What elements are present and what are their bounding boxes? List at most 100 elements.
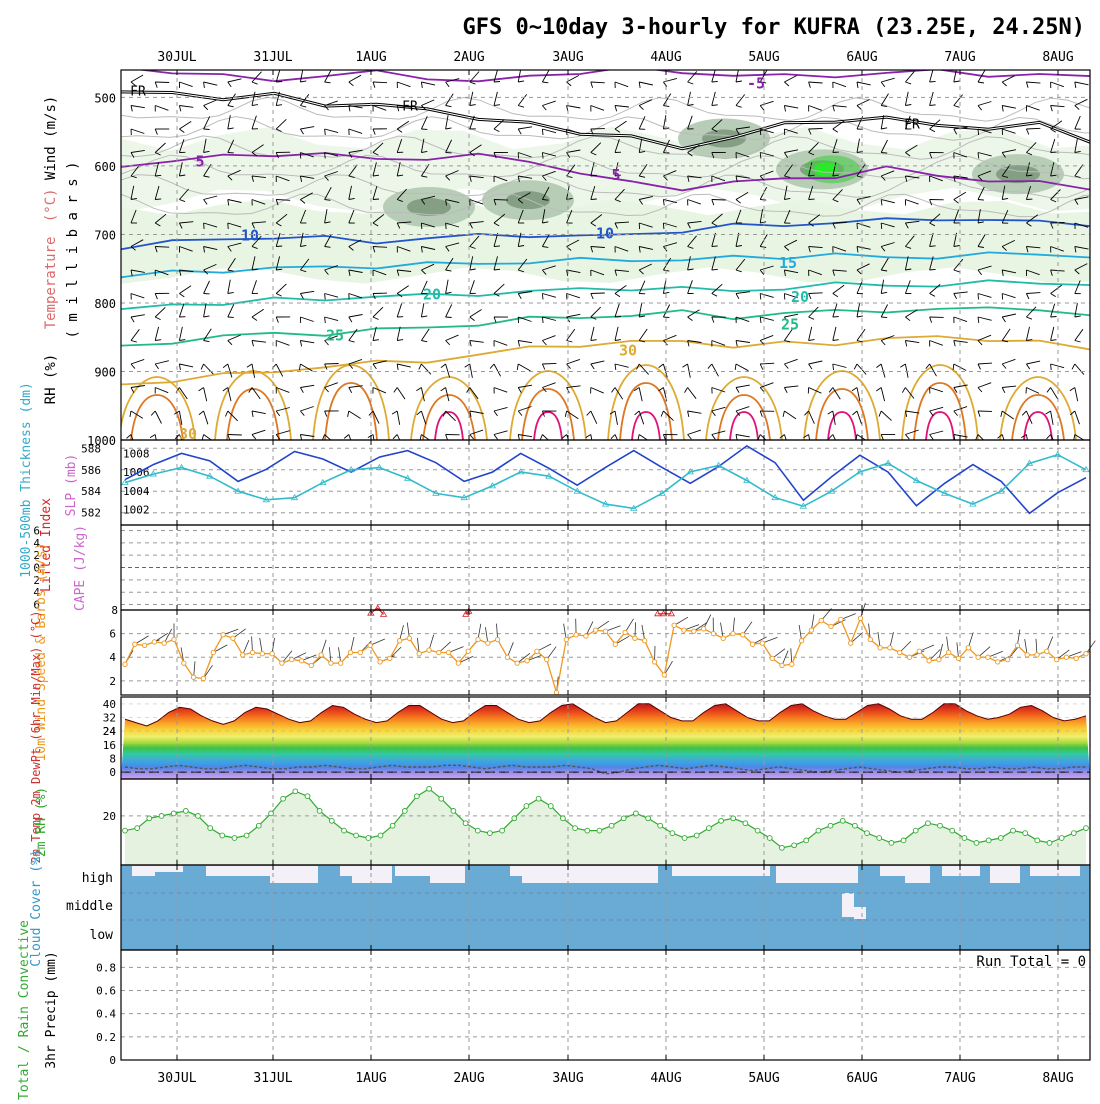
wind-barb-flag [876,388,881,392]
wind-barb [204,196,218,200]
wind-barb [712,92,716,106]
date-label-bottom: 7AUG [944,1071,975,1086]
wind-barb-flag [325,82,331,83]
wind-barb [809,327,812,341]
isotherm-35-diurnal [1012,395,1064,440]
wind-barb-flag [179,129,184,133]
wind-barb [325,294,339,298]
wind10m-point [191,675,195,679]
wind-barb [833,435,839,448]
rh2m-point [755,828,760,833]
wind-barb [228,435,242,436]
wind10m-point [819,618,823,622]
wind-barb-flag [930,294,935,297]
wind10m-point [662,673,666,677]
rh2m-point [938,823,943,828]
wind-barb [615,327,618,341]
wind-barb [397,364,411,367]
rh2m-point [731,816,736,821]
wind-barb-flag [397,364,398,370]
wind-barb [591,293,605,294]
isotherm-35-diurnal [131,395,183,440]
wind10m-point [711,631,715,635]
wind-barb [978,102,991,106]
wind10m-point [986,655,990,659]
wind-barb-flag [446,292,452,293]
wind-barb [542,294,556,298]
wind-barb [760,101,773,105]
wind-barb [1026,435,1029,449]
wind-barb-flag [470,317,475,321]
wind10m-point [211,650,215,654]
wind10m-point [123,662,127,666]
wind-barb-flag [421,82,422,88]
wind-barb [930,341,943,346]
wind-barb-flag [663,292,669,293]
wind-barb [300,407,313,412]
wind10m-point [486,641,490,645]
wind10m-point [456,661,460,665]
wind-barb-flag [419,364,422,369]
profile-ytick: 800 [94,297,116,311]
wind-barb [446,280,449,294]
wind-barb-flag [760,317,761,323]
cloud-gap [206,866,270,876]
rh2m-point [877,836,882,841]
wind-barb [809,411,815,424]
wind-barb [228,304,234,317]
wind-barb [228,280,231,294]
wind-barb-flag [252,435,256,440]
date-label-bottom: 4AUG [650,1071,681,1086]
wind-barb [1002,386,1016,387]
wind-barb [930,407,944,411]
wind-barb-flag [567,341,573,343]
wind-barb [494,364,501,376]
rh2m-point [439,796,444,801]
wind-barb [978,363,992,364]
isotherm-label: 30 [619,342,637,360]
wind-barb [276,364,283,376]
wind-barb [349,75,361,82]
wind-barb [1026,307,1036,317]
wind-barb-flag [712,81,718,82]
wind-barb [760,317,774,320]
wind-barb [809,293,823,294]
wind-barb [252,72,262,82]
wind-barb-flag [130,411,131,417]
wind-barb-flag [635,411,640,415]
wind-barb-flag [204,341,210,342]
isotherm-30-diurnal [411,377,487,440]
wind10m-point [1005,657,1009,661]
precip-tick: 0.6 [96,985,116,998]
wind-barb-flag [978,388,982,393]
wind10m-point [584,634,588,638]
wind-barb [978,294,991,298]
wind-barb-flag [978,411,980,417]
rh2m-point [634,811,639,816]
isotherm-35-diurnal [423,395,475,440]
wind-barb [542,435,552,445]
wind10m-point [378,660,382,664]
wind-barb-flag [470,435,474,440]
wind10m-point [574,633,578,637]
wind-barb-flag [615,364,616,370]
ylabel-temperature: Temperature [43,237,59,330]
wind-barb-flag [446,317,452,318]
wind-barb-flag [930,129,935,132]
wind-barb [930,388,943,392]
wind-barb [1051,411,1054,425]
temp-tick: 8 [109,753,116,766]
wind-barb-flag [663,200,664,206]
slp-tick: 1008 [123,447,150,460]
wind-barb-flag [639,106,643,110]
wind-barb [397,304,401,317]
wind-barb-flag [179,106,180,112]
wind10m-point [388,656,392,660]
wind10m-panel: 246 [109,603,1095,695]
rh2m-point [366,836,371,841]
rh2m-point [463,821,468,826]
wind-barb-flag [857,316,863,317]
wind-barb [252,430,265,434]
